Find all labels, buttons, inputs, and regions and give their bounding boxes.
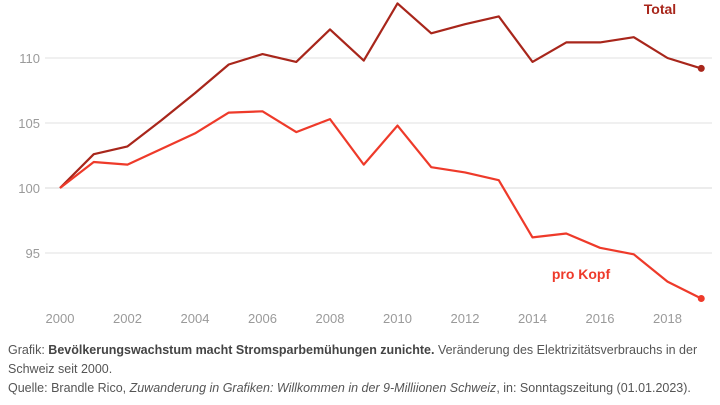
source-suffix: , in: Sonntagszeitung (01.01.2023). [496, 381, 691, 395]
x-tick-label: 2002 [113, 311, 142, 326]
source-prefix: Quelle: Brandle Rico, [8, 381, 130, 395]
x-tick-label: 2006 [248, 311, 277, 326]
x-tick-label: 2000 [46, 311, 75, 326]
y-tick-label: 110 [19, 51, 40, 66]
series-line-total [59, 2, 702, 189]
series-end-marker [697, 295, 705, 302]
series-end-marker [697, 64, 705, 72]
caption-title: Bevölkerungswachstum macht Stromsparbemü… [48, 343, 435, 357]
x-tick-label: 2016 [586, 311, 615, 326]
x-tick-label: 2018 [653, 311, 682, 326]
chart-caption: Grafik: Bevölkerungswachstum macht Strom… [8, 341, 713, 398]
x-tick-label: 2008 [316, 311, 345, 326]
y-tick-label: 95 [26, 246, 40, 261]
caption-prefix: Grafik: [8, 343, 49, 357]
caption-description: Veränderung des Elektrizitätsverbrauchs … [8, 343, 698, 376]
x-tick-label: 2010 [383, 311, 412, 326]
line-chart: 95 100 105 110 2000 2002 2004 2006 2008 2010 2012 2… [18, 1, 712, 326]
y-tick-label: 105 [18, 116, 40, 131]
source-title: Zuwanderung in Grafiken: Willkommen in d… [129, 381, 497, 395]
x-tick-label: 2014 [518, 311, 547, 326]
series-label-pro-kopf: pro Kopf [552, 266, 611, 282]
series-label-total: Total [644, 1, 676, 17]
series-line-pro-kopf [59, 110, 702, 300]
y-tick-label: 100 [18, 181, 40, 196]
x-tick-label: 2012 [451, 311, 480, 326]
x-tick-label: 2004 [181, 311, 210, 326]
